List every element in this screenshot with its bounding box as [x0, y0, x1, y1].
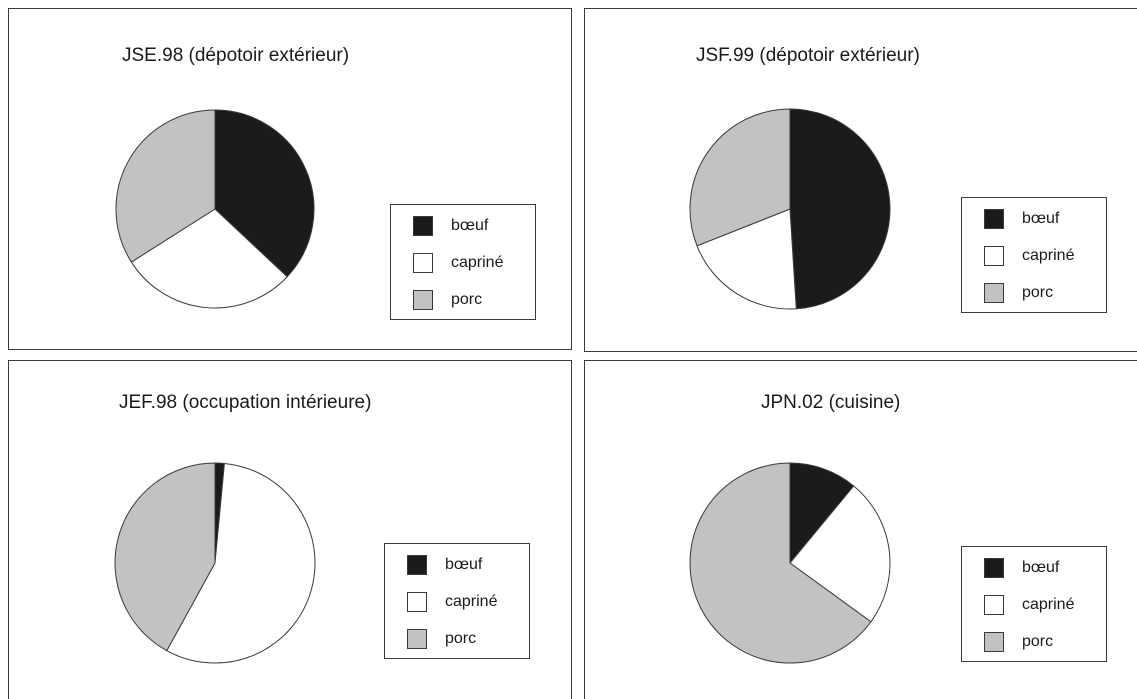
- pie-slice-porc: [689, 462, 872, 664]
- legend-swatch: [413, 290, 433, 310]
- legend-label: porc: [1022, 284, 1054, 301]
- chart-title: JPN.02 (cuisine): [761, 392, 901, 413]
- legend-item-boeuf: bœuf: [407, 554, 482, 576]
- legend-label: porc: [1022, 633, 1054, 650]
- pie-slice-boeuf: [789, 462, 855, 565]
- legend-swatch: [984, 595, 1004, 615]
- pie-slice-porc: [689, 108, 791, 247]
- legend: bœuf capriné porc: [961, 546, 1107, 662]
- legend-label: capriné: [1022, 596, 1075, 613]
- chart-title: JSF.99 (dépotoir extérieur): [696, 45, 920, 66]
- legend-swatch: [407, 555, 427, 575]
- pie-slice-porc: [114, 462, 216, 652]
- legend-item-boeuf: bœuf: [984, 208, 1059, 230]
- legend-label: bœuf: [451, 217, 489, 234]
- legend-label: bœuf: [445, 556, 483, 573]
- legend-item-caprine: capriné: [984, 245, 1074, 267]
- legend-swatch: [413, 216, 433, 236]
- legend-item-boeuf: bœuf: [984, 557, 1059, 579]
- chart-panel-jse98: JSE.98 (dépotoir extérieur) bœuf capriné…: [8, 8, 572, 350]
- pie-chart: [689, 462, 891, 664]
- legend-swatch: [984, 632, 1004, 652]
- legend-item-porc: porc: [984, 282, 1053, 304]
- legend: bœuf capriné porc: [390, 204, 536, 320]
- chart-panel-jpn02: JPN.02 (cuisine) bœuf capriné porc: [584, 360, 1137, 699]
- legend-item-porc: porc: [407, 628, 476, 650]
- legend-swatch: [984, 283, 1004, 303]
- legend-swatch: [407, 629, 427, 649]
- pie-slice-caprine: [696, 208, 797, 310]
- legend-swatch: [984, 246, 1004, 266]
- pie-slice-caprine: [789, 485, 891, 623]
- legend-label: bœuf: [1022, 210, 1060, 227]
- pie-slice-boeuf: [214, 109, 315, 278]
- pie-slice-caprine: [130, 208, 288, 309]
- chart-panel-jef98: JEF.98 (occupation intérieure) bœuf capr…: [8, 360, 572, 699]
- legend-label: capriné: [1022, 247, 1075, 264]
- legend: bœuf capriné porc: [961, 197, 1107, 313]
- legend: bœuf capriné porc: [384, 543, 530, 659]
- legend-swatch: [413, 253, 433, 273]
- legend-label: porc: [451, 291, 483, 308]
- legend-swatch: [984, 209, 1004, 229]
- legend-swatch: [984, 558, 1004, 578]
- pie-chart: [115, 109, 315, 309]
- legend-item-porc: porc: [413, 289, 482, 311]
- pie-chart: [689, 108, 891, 310]
- chart-title: JSE.98 (dépotoir extérieur): [122, 45, 350, 66]
- legend-item-caprine: capriné: [984, 594, 1074, 616]
- chart-panel-jsf99: JSF.99 (dépotoir extérieur) bœuf capriné…: [584, 8, 1137, 352]
- legend-label: capriné: [445, 593, 498, 610]
- legend-item-caprine: capriné: [407, 591, 497, 613]
- legend-item-caprine: capriné: [413, 252, 503, 274]
- legend-item-boeuf: bœuf: [413, 215, 488, 237]
- legend-label: bœuf: [1022, 559, 1060, 576]
- chart-title: JEF.98 (occupation intérieure): [119, 392, 372, 413]
- legend-label: porc: [445, 630, 477, 647]
- legend-label: capriné: [451, 254, 504, 271]
- legend-swatch: [407, 592, 427, 612]
- pie-slice-caprine: [166, 462, 316, 664]
- pie-chart: [114, 462, 316, 664]
- legend-item-porc: porc: [984, 631, 1053, 653]
- pie-slice-boeuf: [789, 108, 891, 310]
- pie-slice-porc: [115, 109, 216, 263]
